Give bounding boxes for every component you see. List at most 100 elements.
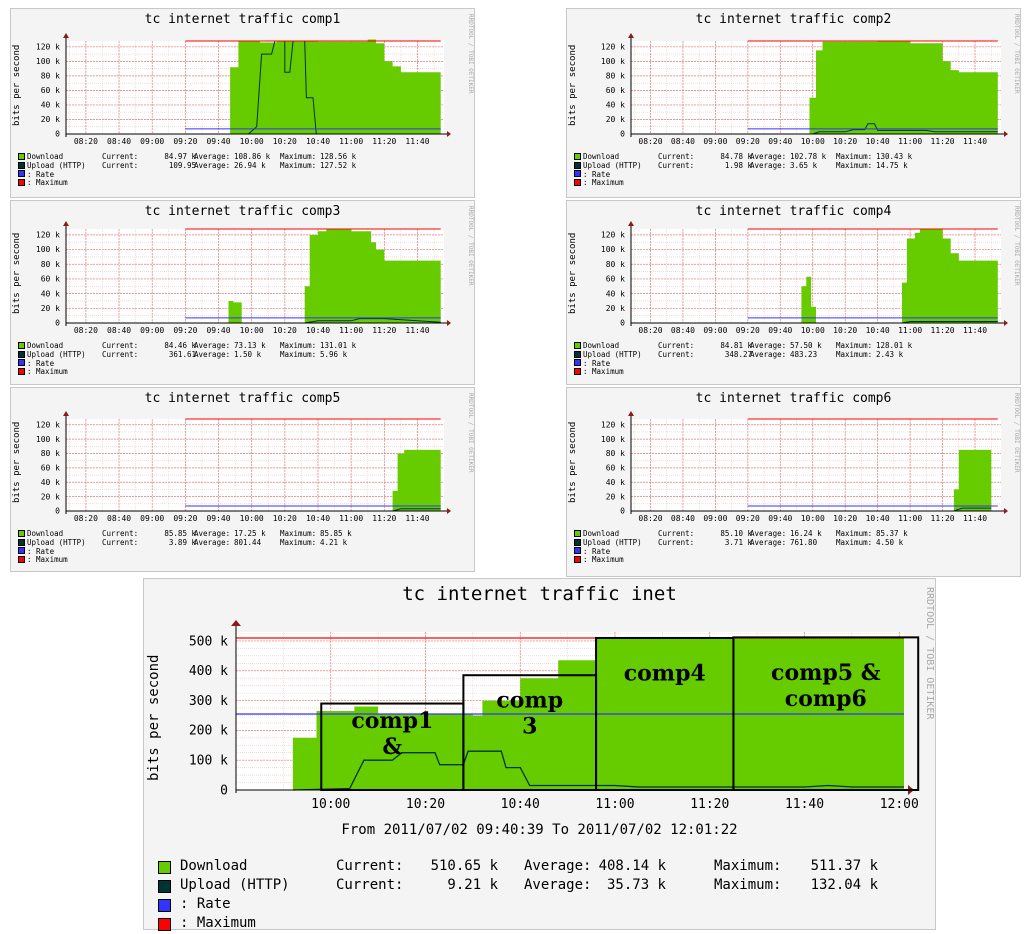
legend-average-value: 73.13 k (234, 341, 266, 350)
x-tick-label: 09:00 (140, 514, 164, 523)
y-tick-label: 300 k (189, 694, 228, 709)
y-tick-label: 80 k (41, 449, 60, 458)
rrdtool-watermark: RRDTOOL / TOBI OETIKER (924, 587, 935, 720)
legend-swatch (574, 547, 581, 555)
chart-legend: Download Current: 84.97 k Average: 108.86 k M… (18, 152, 463, 187)
legend-average-value: 16.24 k (790, 529, 822, 538)
legend-item: Download Current: 84.81 k Average: 57.50 k Ma… (574, 341, 1009, 350)
x-tick-label: 11:40 (405, 514, 429, 523)
x-tick-label: 11:20 (931, 326, 955, 335)
annotation-label: comp5 & comp6 (771, 660, 881, 712)
x-tick-label: 08:40 (671, 137, 695, 146)
x-tick-label: 09:20 (736, 137, 760, 146)
legend-average-value: 35.73 k (606, 877, 666, 893)
y-axis-label: bits per second (568, 232, 578, 314)
y-tick-label: 80 k (606, 72, 625, 81)
x-tick-label: 11:00 (898, 514, 922, 523)
legend-maximum-value: 14.75 k (876, 160, 908, 170)
legend-name: Upload (HTTP) (27, 160, 86, 170)
y-tick-label: 80 k (606, 449, 625, 458)
legend-item: Download Current: 84.78 k Average: 102.78 k M… (574, 152, 1009, 161)
legend-item: Upload (HTTP) Current: 9.21 k Average: 35.73… (158, 877, 931, 896)
y-tick-label: 40 k (41, 289, 60, 298)
x-tick-label: 11:00 (339, 137, 363, 146)
legend-swatch (574, 152, 581, 160)
legend-current-label: Current: (102, 341, 139, 350)
y-tick-label: 120 k (36, 231, 60, 240)
y-axis-arrow (63, 411, 69, 416)
legend-item: : Maximum (158, 915, 931, 934)
legend-name: Download (180, 858, 248, 874)
legend-item: Download Current: 85.85 k Average: 17.25 k Ma… (18, 529, 463, 538)
legend-swatch (18, 341, 25, 349)
x-tick-label: 08:20 (74, 514, 98, 523)
x-tick-label: 10:40 (501, 797, 540, 812)
chart-svg: 08:20 08:40 09:00 09:20 09:40 10:00 10:20 10:40… (36, 221, 451, 335)
legend-item: : Rate (574, 359, 1009, 368)
x-tick-label: 11:40 (963, 514, 987, 523)
chart-svg: 08:20 08:40 09:00 09:20 09:40 10:00 10:20 10:40… (36, 411, 451, 523)
y-tick-label: 120 k (601, 420, 625, 429)
legend-item: Upload (HTTP) Current: 348.27 Average: 483.2… (574, 350, 1009, 359)
legend-swatch (158, 899, 171, 912)
legend-name: : Maximum (27, 555, 68, 565)
legend-maximum-label: Maximum: (836, 537, 873, 547)
legend-average-label: Average: (194, 341, 231, 350)
x-tick-label: 11:00 (898, 326, 922, 335)
x-tick-label: 10:20 (833, 137, 857, 146)
legend-current-label: Current: (102, 349, 139, 359)
legend-current-value: 510.65 k (430, 858, 498, 874)
legend-average-value: 408.14 k (598, 858, 666, 874)
y-tick-label: 20 k (41, 304, 60, 313)
chart-title: tc internet traffic comp3 (144, 204, 341, 219)
legend-name: : Rate (583, 358, 611, 368)
chart-panel-5: tc internet traffic comp5 08:20 08:40 09:00… (10, 387, 475, 572)
x-tick-label: 11:20 (931, 137, 955, 146)
legend-item: : Rate (574, 170, 1009, 179)
legend-average-value: 1.50 k (234, 349, 262, 359)
legend-maximum-value: 2.43 k (876, 349, 904, 359)
legend-maximum-label: Maximum: (280, 160, 317, 170)
legend-item: Upload (HTTP) Current: 1.98 k Average: 3.65 … (574, 161, 1009, 170)
legend-maximum-label: Maximum: (836, 152, 873, 161)
legend-name: : Rate (180, 896, 231, 912)
chart-svg: 08:20 08:40 09:00 09:20 09:40 10:00 10:20 10:40… (36, 33, 451, 146)
annotation-label: comp1 & (351, 708, 433, 760)
chart-legend: Download Current: 510.65 k Average: 408.14 k… (158, 858, 931, 934)
chart-panel-4: tc internet traffic comp4 08:20 08:40 09:00… (566, 200, 1021, 385)
x-tick-label: 09:00 (140, 137, 164, 146)
legend-current-label: Current: (658, 529, 695, 538)
y-tick-label: 40 k (606, 101, 625, 110)
x-axis-arrow (1004, 508, 1008, 514)
legend-item: Download Current: 85.10 k Average: 16.24 k Ma… (574, 529, 1009, 538)
x-tick-label: 11:40 (405, 137, 429, 146)
chart-svg: 08:20 08:40 09:00 09:20 09:40 10:00 10:20 10:40… (601, 221, 1008, 335)
series-download-area (228, 229, 441, 323)
x-tick-label: 09:00 (703, 514, 727, 523)
chart-title: tc internet traffic comp2 (695, 12, 892, 27)
y-tick-label: 20 k (606, 492, 625, 501)
legend-item: : Maximum (18, 367, 463, 376)
chart-panel-2: tc internet traffic comp2 08:20 08:40 09:00… (566, 8, 1021, 198)
x-tick-label: 08:20 (74, 326, 98, 335)
legend-name: : Maximum (180, 915, 256, 931)
x-tick-label: 10:20 (273, 137, 297, 146)
legend-swatch (18, 152, 25, 160)
x-tick-label: 09:40 (768, 137, 792, 146)
chart-svg: 10:00 10:20 10:40 11:00 11:20 11:40 12:00 0 100 … (189, 620, 920, 812)
y-tick-label: 20 k (606, 304, 625, 313)
legend-current-value: 1.98 k (724, 160, 752, 170)
x-tick-label: 11:20 (372, 514, 396, 523)
chart-svg: 08:20 08:40 09:00 09:20 09:40 10:00 10:20 10:40… (601, 33, 1008, 146)
rrdtool-watermark: RRDTOOL / TOBI OETIKER (1013, 206, 1020, 286)
x-tick-label: 09:20 (173, 326, 197, 335)
legend-name: Upload (HTTP) (180, 877, 290, 893)
y-tick-label: 100 k (36, 245, 60, 254)
legend-item: Upload (HTTP) Current: 3.89 k Average: 801.4… (18, 538, 463, 547)
legend-average-value: 3.65 k (790, 160, 818, 170)
legend-current-label: Current: (658, 160, 695, 170)
x-tick-label: 08:20 (638, 326, 662, 335)
y-tick-label: 0 (220, 783, 228, 798)
x-tick-label: 08:40 (107, 514, 131, 523)
x-tick-label: 10:00 (801, 326, 825, 335)
